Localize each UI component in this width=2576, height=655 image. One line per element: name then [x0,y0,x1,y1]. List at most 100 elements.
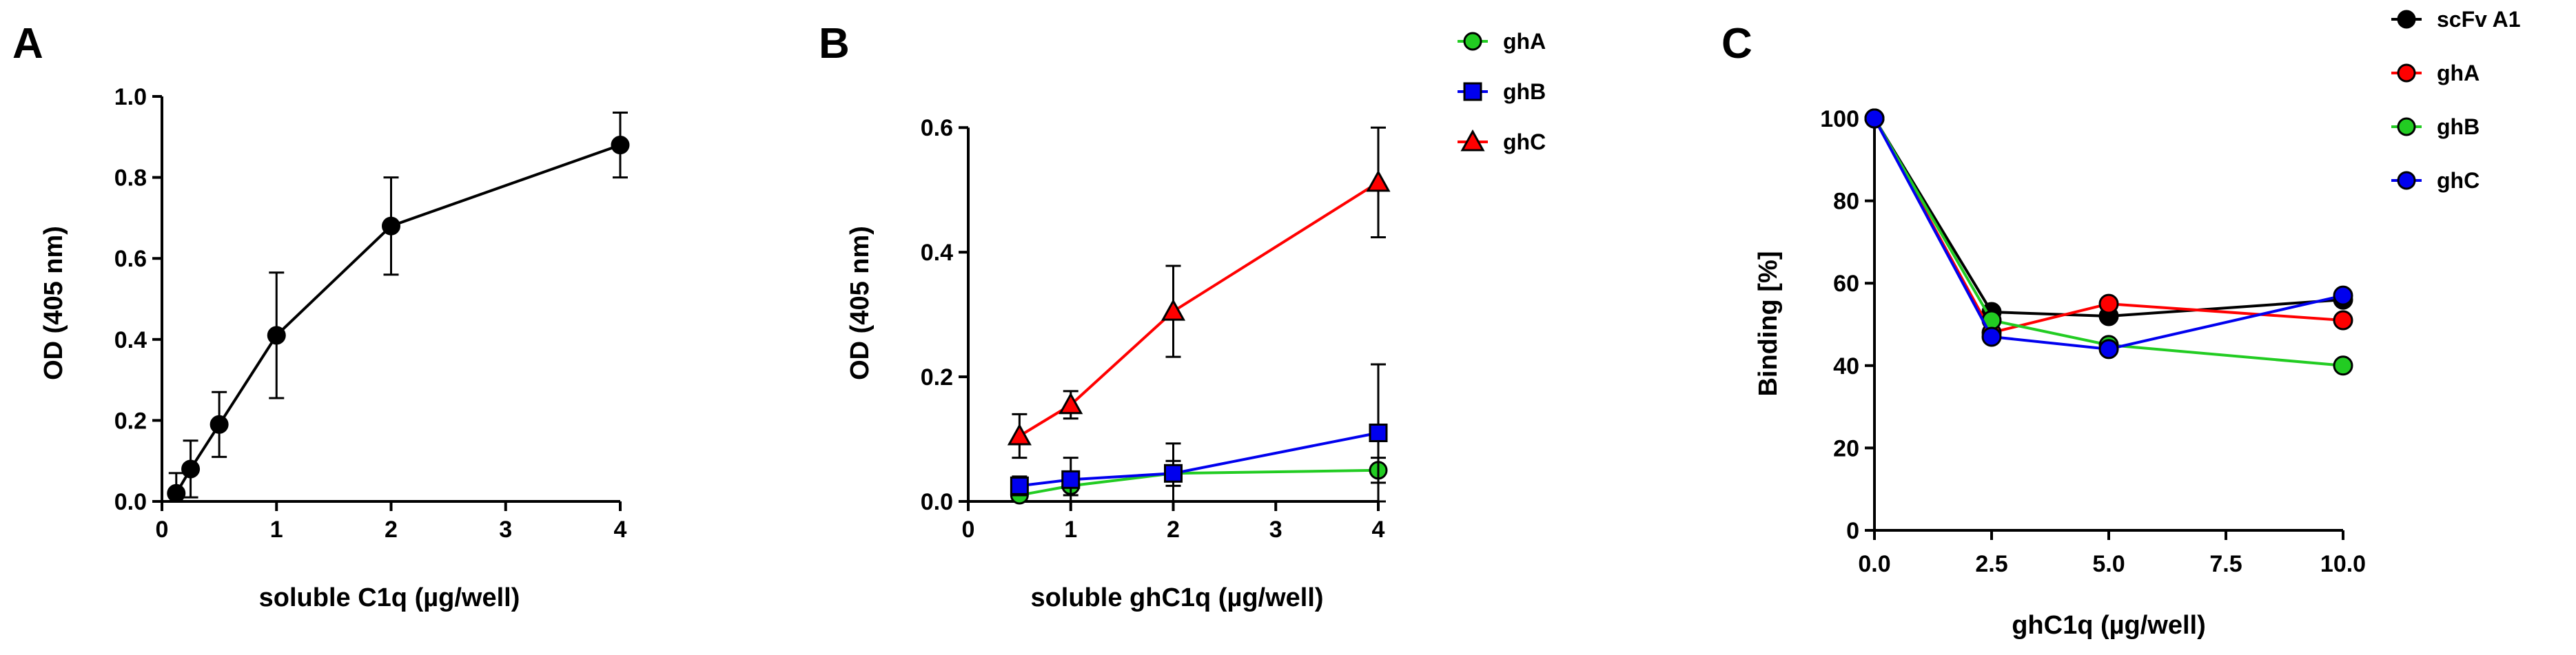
panel-b-x-tick-label: 4 [1372,517,1385,543]
panel-c-y-tick-label: 20 [1833,435,1859,461]
legend-marker [2397,117,2416,136]
panel-c-x-tick-label: 10.0 [2320,551,2366,577]
data-point [1010,476,1029,495]
panel-a-y-tick-label: 0.2 [114,408,147,434]
panel-c-x-tick-label: 5.0 [2092,551,2125,577]
legend-marker [2397,10,2416,29]
data-point [2098,339,2119,360]
panel-a-y-tick-label: 0.0 [114,489,147,515]
data-point [611,136,630,155]
panel-c-series-scfv-a1 [1864,108,2353,326]
panel-a-x-tick-label: 0 [156,517,169,543]
panel-c-y-tick-label: 60 [1833,271,1859,297]
legend-label: ghA [1503,29,1546,54]
panel-a-x-tick-label: 2 [385,517,398,543]
legend-label: ghB [2437,114,2480,139]
panel-b-y-tick-label: 0.6 [921,115,953,141]
legend-item: ghC [1458,129,1546,154]
series-line [1019,181,1380,437]
panel-b-y-tick-label: 0.4 [921,240,953,266]
data-point [209,415,229,434]
series-line [1019,468,1379,497]
legend-marker [1463,82,1482,101]
data-point [1061,470,1081,489]
legend-item: ghC [2391,168,2480,193]
legend-label: ghC [1503,129,1546,154]
data-point [1369,423,1388,442]
panel-c-x-tick-label: 0.0 [1858,551,1890,577]
panel-c-x-axis-title: ghC1q (µg/well) [2012,611,2206,640]
data-point [1007,423,1032,446]
panel-b-x-tick-label: 1 [1064,517,1077,543]
panel-c-letter: C [1721,20,1752,67]
data-point [2333,355,2353,376]
legend-marker [1460,129,1485,152]
panel-a-y-tick-label: 1.0 [114,84,147,110]
panel-c: C 0 20 40 60 80 100 0.0 2.5 5.0 7.5 10.0 scFv A1 gh… [1721,7,2521,640]
legend-item: ghA [2391,61,2480,85]
series-line [1019,431,1379,488]
panel-c-y-tick-label: 0 [1846,518,1859,544]
panel-a-y-tick-label: 0.6 [114,246,147,272]
panel-a-x-tick-label: 3 [499,517,512,543]
panel-c-series-ghb [1864,108,2353,376]
panel-c-legend: scFv A1 ghA ghB ghC [2391,7,2521,193]
panel-c-x-tick-label: 2.5 [1975,551,2007,577]
panel-b-y-tick-label: 0.0 [921,489,953,515]
series-line [1873,117,2344,318]
data-point [2333,310,2353,331]
panel-a-y-tick-label: 0.4 [114,327,147,353]
data-point [2098,293,2119,314]
legend-marker [2397,63,2416,83]
data-point [1161,299,1186,321]
legend-item: ghA [1458,29,1546,54]
panel-a-x-tick-label: 1 [270,517,283,543]
panel-a-y-tick-label: 0.8 [114,165,147,191]
panel-b-series-ghb [1010,363,1388,503]
panel-a-series-c1q [167,112,630,503]
legend-label: ghB [1503,79,1546,104]
panel-b: B 0.0 0.2 0.4 0.6 0 1 2 3 4 ghA ghB ghC soluble gh… [819,20,1546,612]
panel-c-x-tick-label: 7.5 [2209,551,2242,577]
data-point [181,459,201,479]
legend-label: ghA [2437,61,2480,85]
panel-c-y-axis-title: Binding [%] [1754,251,1783,396]
panel-c-series-ghc [1864,108,2353,360]
panel-b-x-tick-label: 3 [1269,517,1282,543]
panel-b-x-tick-label: 0 [962,517,975,543]
data-point [167,484,186,503]
panel-a-y-axis-title: OD (405 nm) [39,226,68,380]
data-point [1059,392,1083,415]
panel-a-x-axis-title: soluble C1q (µg/well) [259,583,520,612]
panel-c-y-tick-label: 80 [1833,189,1859,215]
panel-b-legend: ghA ghB ghC [1458,29,1546,154]
panel-b-y-tick-label: 0.2 [921,364,953,391]
panel-b-letter: B [819,20,850,67]
panel-a-x-tick-label: 4 [614,517,627,543]
series-line [1873,117,2344,367]
series-line [175,143,621,495]
data-point [1981,326,2002,347]
panel-b-series-ghc [1007,126,1391,459]
legend-item: scFv A1 [2391,7,2521,32]
panel-b-x-tick-label: 2 [1167,517,1180,543]
data-point [1864,108,1885,129]
series-line [1873,118,2344,351]
panel-b-x-axis-title: soluble ghC1q (µg/well) [1030,583,1323,612]
data-point [267,326,286,345]
panel-c-y-tick-label: 40 [1833,353,1859,380]
legend-marker [1463,32,1482,51]
panel-b-y-axis-title: OD (405 nm) [846,226,875,380]
data-point [382,216,400,236]
legend-label: ghC [2437,168,2480,193]
panel-a-letter: A [12,20,43,67]
data-point [2333,285,2353,306]
legend-marker [2397,171,2416,190]
legend-item: ghB [2391,114,2480,139]
data-point [1366,169,1391,192]
legend-item: ghB [1458,79,1546,104]
panel-a: A 0.0 0.2 0.4 0.6 0.8 1.0 0 1 2 3 4 soluble C1q (µ… [12,20,630,612]
panel-c-y-tick-label: 100 [1820,106,1859,132]
legend-label: scFv A1 [2437,7,2521,32]
